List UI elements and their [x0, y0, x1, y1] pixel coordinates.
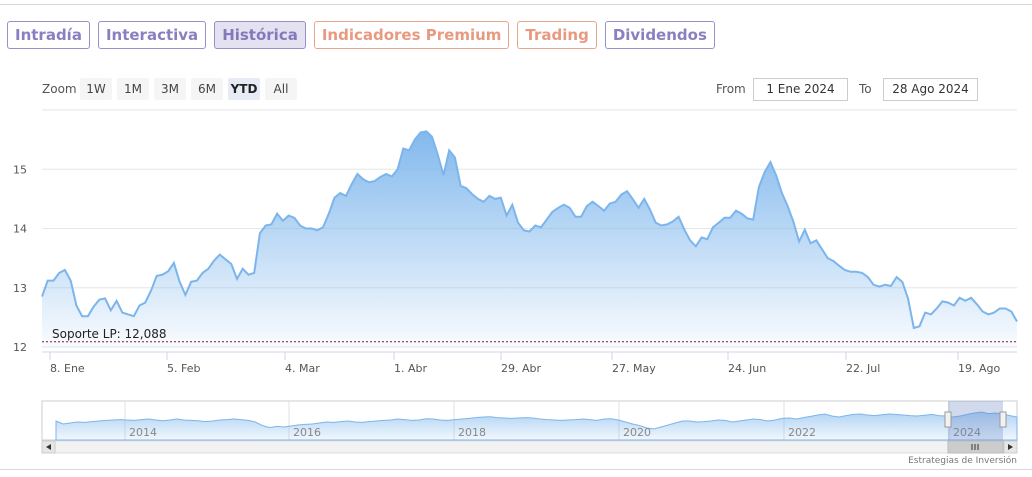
x-tick-label: 19. Ago — [958, 362, 1000, 375]
tab-interactiva[interactable]: Interactiva — [97, 21, 207, 49]
navigator-year-label: 2018 — [458, 426, 486, 439]
scrollbar[interactable] — [41, 440, 1018, 454]
x-tick-label: 4. Mar — [285, 362, 320, 375]
zoom-all-button[interactable]: All — [265, 78, 297, 100]
tab-trading[interactable]: Trading — [517, 21, 597, 49]
zoom-ytd-button[interactable]: YTD — [228, 78, 260, 100]
price-area — [42, 131, 1017, 347]
x-tick-label: 27. May — [612, 362, 656, 375]
y-tick-label: 13 — [13, 282, 27, 295]
navigator-year-label: 2020 — [623, 426, 651, 439]
x-tick-label: 24. Jun — [728, 362, 766, 375]
navigator-year-label: 2014 — [129, 426, 157, 439]
to-label: To — [859, 82, 872, 96]
navigator-area — [55, 411, 1018, 441]
zoom-3m-button[interactable]: 3M — [154, 78, 186, 100]
tab-dividendos[interactable]: Dividendos — [604, 21, 715, 49]
tab-historica[interactable]: Histórica — [214, 21, 306, 49]
y-tick-label: 14 — [13, 223, 27, 236]
support-label: Soporte LP: 12,088 — [52, 327, 167, 341]
navigator-right-handle[interactable] — [999, 411, 1007, 428]
x-axis-labels: 8. Ene 5. Feb 4. Mar 1. Abr 29. Abr 27. May 24… — [49, 352, 1000, 375]
navigator-selection[interactable] — [948, 401, 1003, 440]
x-tick-label: 29. Abr — [501, 362, 541, 375]
navigator-year-label: 2016 — [293, 426, 321, 439]
price-line — [41, 130, 1018, 330]
navigator-year-labels: 2014 2016 2018 2020 2022 2024 — [129, 426, 981, 439]
arrow-right-icon — [1008, 444, 1013, 450]
from-label: From — [716, 82, 746, 96]
bottom-divider — [0, 469, 1032, 470]
x-tick-label: 5. Feb — [167, 362, 200, 375]
y-tick-label: 12 — [13, 341, 27, 354]
y-axis-labels: 12 13 14 15 — [13, 163, 27, 354]
tab-intradia[interactable]: Intradía — [7, 21, 90, 49]
arrow-left-icon — [46, 444, 51, 450]
navigator-year-label: 2022 — [788, 426, 816, 439]
x-tick-label: 22. Jul — [846, 362, 880, 375]
zoom-label: Zoom — [42, 82, 77, 96]
navigator[interactable]: 2014 2016 2018 2020 2022 2024 — [41, 400, 1018, 441]
y-tick-label: 15 — [13, 163, 27, 176]
scrollbar-track[interactable] — [41, 440, 1018, 454]
zoom-1m-button[interactable]: 1M — [117, 78, 149, 100]
grip-icon — [971, 444, 979, 450]
credits: Estrategias de Inversión — [908, 456, 1017, 466]
zoom-6m-button[interactable]: 6M — [191, 78, 223, 100]
to-date-input[interactable]: 28 Ago 2024 — [883, 78, 978, 101]
zoom-1w-button[interactable]: 1W — [80, 78, 112, 100]
from-date-input[interactable]: 1 Ene 2024 — [753, 78, 848, 101]
navigator-left-handle[interactable] — [944, 411, 952, 428]
tab-indicadores-premium[interactable]: Indicadores Premium — [313, 21, 510, 49]
x-tick-label: 8. Ene — [50, 362, 85, 375]
x-tick-label: 1. Abr — [394, 362, 427, 375]
tab-bar: Intradía Interactiva Histórica Indicador… — [7, 21, 715, 49]
top-divider — [0, 4, 1032, 5]
navigator-year-label: 2024 — [953, 426, 981, 439]
